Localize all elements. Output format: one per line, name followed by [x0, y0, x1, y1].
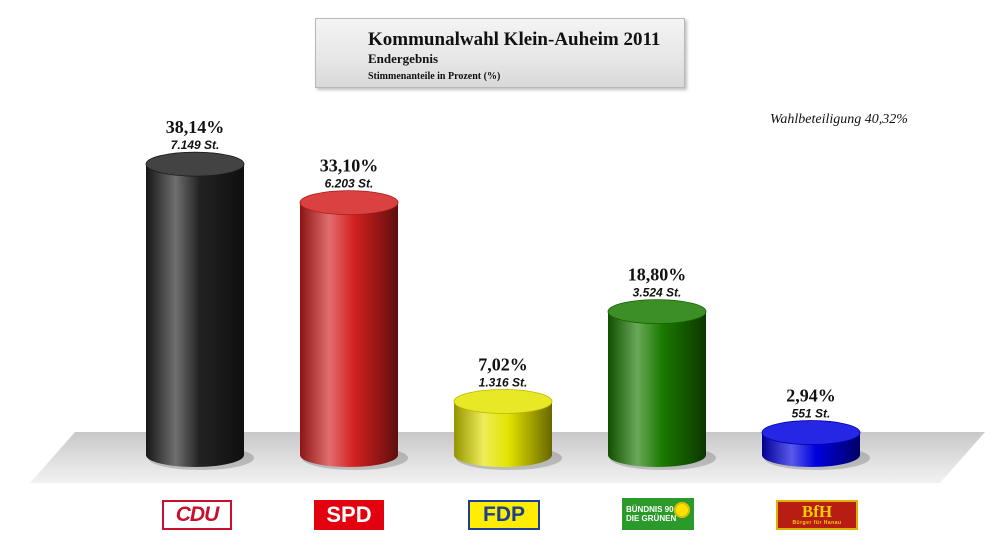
spd-logo: SPD	[314, 500, 384, 530]
value-label: 7,02%	[478, 354, 528, 374]
gruene-logo-line2: DIE GRÜNEN	[626, 514, 677, 523]
bar-top	[145, 151, 245, 177]
gruene-logo-line1: BÜNDNIS 90	[626, 505, 674, 514]
value-label: 38,14%	[166, 117, 225, 137]
chart-title: Kommunalwahl Klein-Auheim 2011	[368, 29, 661, 50]
bfh-logo-subtext: Bürger für Hanau	[792, 520, 842, 526]
votes-label: 6.203 St.	[325, 177, 374, 191]
bar	[608, 311, 706, 467]
bar-top	[761, 420, 861, 445]
sunflower-icon	[674, 502, 690, 518]
bar	[300, 202, 398, 468]
bar-top	[453, 389, 553, 414]
spd-logo-text: SPD	[326, 502, 372, 527]
bar-top	[607, 299, 707, 325]
fdp-logo: FDP	[468, 500, 540, 530]
value-label: 18,80%	[628, 265, 687, 285]
bfh-logo-text: BfH	[801, 502, 833, 521]
chart-subtitle: Endergebnis	[368, 51, 439, 66]
bar-top	[299, 190, 399, 216]
votes-label: 551 St.	[792, 407, 831, 421]
bar	[454, 401, 552, 467]
chart-subtitle-units: Stimmenanteile in Prozent (%)	[368, 71, 501, 82]
cdu-logo: CDU	[162, 500, 232, 530]
bar	[146, 164, 244, 467]
fdp-logo-text: FDP	[483, 503, 525, 526]
votes-label: 1.316 St.	[479, 375, 528, 389]
gruene-logo: BÜNDNIS 90 DIE GRÜNEN	[622, 498, 694, 530]
turnout-annotation: Wahlbeteiligung 40,32%	[770, 112, 908, 127]
value-label: 33,10%	[320, 156, 379, 176]
chart-title-box: Kommunalwahl Klein-Auheim 2011 Endergebn…	[315, 18, 685, 88]
cdu-logo-text: CDU	[175, 503, 219, 526]
votes-label: 3.524 St.	[633, 286, 682, 300]
votes-label: 7.149 St.	[171, 138, 220, 152]
value-label: 2,94%	[786, 386, 836, 406]
bars-group: 38,14%7.149 St. 33,10%6.203 St. 7,02%1.316…	[145, 117, 870, 470]
bfh-logo: BfH Bürger für Hanau	[776, 500, 858, 530]
